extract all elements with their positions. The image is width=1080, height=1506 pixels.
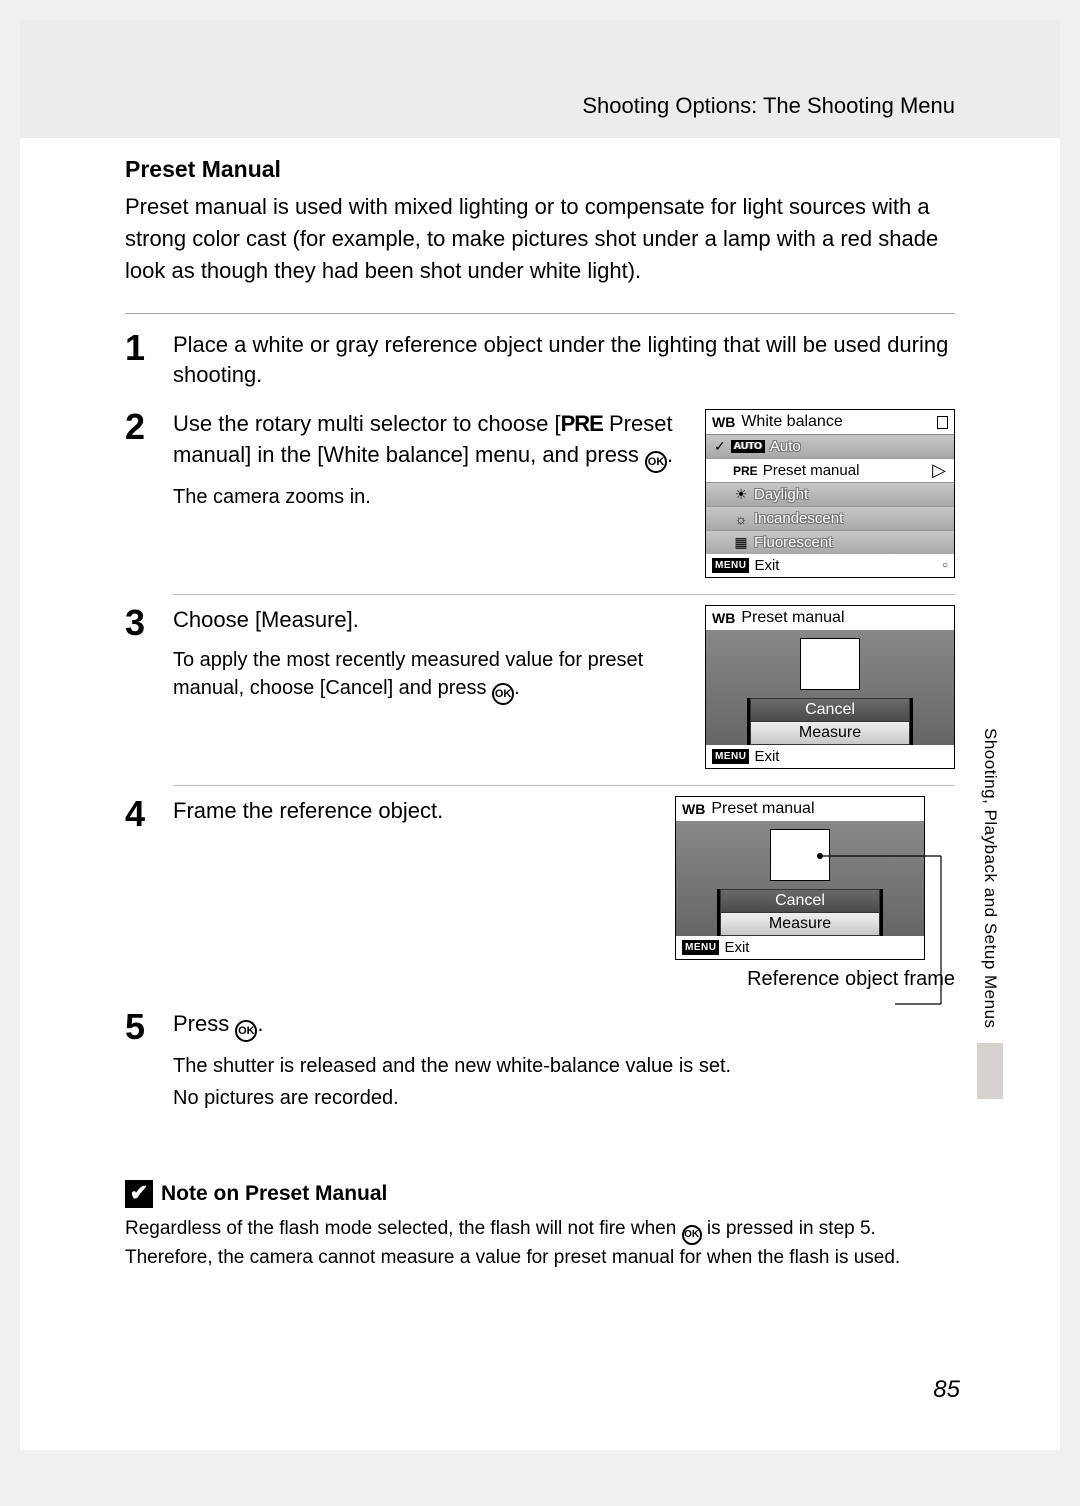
section-title: Preset Manual: [125, 156, 955, 183]
note-title-row: ✔ Note on Preset Manual: [125, 1180, 955, 1208]
wb-row-auto[interactable]: ✓ AUTO Auto: [706, 434, 954, 458]
step-number: 1: [125, 330, 155, 366]
step-4-heading: Frame the reference object.: [173, 796, 655, 827]
step-number: 2: [125, 409, 155, 445]
lcd-title: White balance: [741, 413, 842, 431]
step-1: 1 Place a white or gray reference object…: [125, 320, 955, 400]
step-5-heading: Press OK.: [173, 1009, 955, 1042]
lcd-title: Preset manual: [741, 609, 844, 627]
step-5: 5 Press OK. The shutter is released and …: [125, 999, 955, 1120]
chevron-right-icon: ▷: [932, 460, 946, 481]
step-2-text-pre: Use the rotary multi selector to choose …: [173, 411, 561, 436]
step-3-sub-pre: To apply the most recently measured valu…: [173, 649, 643, 699]
step-4: 4 Frame the reference object. WB Preset …: [125, 786, 955, 999]
note-section: ✔ Note on Preset Manual Regardless of th…: [125, 1180, 955, 1272]
step-number: 5: [125, 1009, 155, 1045]
note-title: Note on Preset Manual: [161, 1182, 387, 1206]
wb-row-daylight[interactable]: ☀ Daylight: [706, 482, 954, 506]
cancel-button[interactable]: Cancel: [750, 698, 910, 722]
wb-daylight-label: Daylight: [754, 486, 808, 503]
lcd-with-callout: WB Preset manual Cancel Measure: [675, 796, 955, 991]
lcd-title: Preset manual: [711, 800, 814, 818]
ok-button-icon: OK: [492, 683, 514, 705]
lcd-header: WB Preset manual: [676, 797, 924, 821]
lcd-preset-manual-frame: WB Preset manual Cancel Measure: [675, 796, 925, 960]
page-number: 85: [933, 1376, 960, 1404]
menu-badge-icon: MENU: [712, 558, 749, 573]
page-content: Preset Manual Preset manual is used with…: [20, 138, 1060, 1272]
wb-row-incandescent[interactable]: ☼ Incandescent: [706, 506, 954, 530]
step-5-sub2: No pictures are recorded.: [173, 1084, 955, 1112]
menu-badge-icon: MENU: [712, 749, 749, 764]
wb-icon: WB: [712, 610, 735, 626]
reference-frame-caption: Reference object frame: [675, 968, 955, 991]
button-group: Cancel Measure: [717, 889, 883, 936]
lcd-body: Cancel Measure: [676, 821, 924, 936]
fluorescent-icon: ▦: [733, 534, 749, 551]
wb-fluorescent-label: Fluorescent: [754, 534, 832, 551]
lcd-preset-manual-measure: WB Preset manual Cancel Measure MENU: [705, 605, 955, 769]
memory-icon: [937, 416, 948, 429]
exit-label: Exit: [754, 748, 779, 765]
ok-button-icon: OK: [682, 1225, 702, 1245]
cancel-button[interactable]: Cancel: [720, 889, 880, 913]
lcd-white-balance: WB White balance ✓ AUTO Auto PRE P: [705, 409, 955, 578]
wb-row-fluorescent[interactable]: ▦ Fluorescent: [706, 530, 954, 554]
wb-row-preset[interactable]: PRE Preset manual ▷: [706, 458, 954, 482]
measure-button[interactable]: Measure: [750, 722, 910, 745]
wb-incandescent-label: Incandescent: [754, 510, 843, 527]
lcd-footer: MENU Exit: [706, 745, 954, 768]
note-text-pre: Regardless of the flash mode selected, t…: [125, 1218, 682, 1239]
breadcrumb: Shooting Options: The Shooting Menu: [582, 93, 955, 119]
step-2-sub: The camera zooms in.: [173, 483, 685, 511]
step-2-text-post: .: [667, 442, 673, 467]
lcd-header: WB White balance: [706, 410, 954, 434]
check-icon: ✓: [714, 438, 726, 455]
note-text: Regardless of the flash mode selected, t…: [125, 1216, 955, 1272]
step-number: 3: [125, 605, 155, 641]
step-2-heading: Use the rotary multi selector to choose …: [173, 409, 685, 473]
exit-label: Exit: [724, 939, 749, 956]
lcd-header: WB Preset manual: [706, 606, 954, 630]
measure-button[interactable]: Measure: [720, 913, 880, 936]
wb-icon: WB: [712, 414, 735, 430]
pre-icon: PRE: [733, 464, 758, 478]
divider: [125, 313, 955, 314]
step-1-heading: Place a white or gray reference object u…: [173, 330, 955, 392]
auto-badge-icon: AUTO: [731, 440, 765, 453]
wb-icon: WB: [682, 801, 705, 817]
step-5-text-post: .: [257, 1011, 263, 1036]
lcd-footer: MENU Exit ○: [706, 554, 954, 577]
step-3-sub-post: .: [514, 677, 520, 699]
step-2: 2 Use the rotary multi selector to choos…: [125, 399, 955, 586]
page-header-bar: Shooting Options: The Shooting Menu: [20, 20, 1060, 138]
manual-page: Shooting Options: The Shooting Menu Pres…: [20, 20, 1060, 1450]
exit-label: Exit: [754, 557, 779, 574]
ok-button-icon: OK: [645, 451, 667, 473]
side-tab-marker: [977, 1043, 1003, 1099]
intro-paragraph: Preset manual is used with mixed lightin…: [125, 191, 955, 287]
ok-button-icon: OK: [235, 1020, 257, 1042]
pre-icon: PRE: [561, 411, 603, 436]
step-3-heading: Choose [Measure].: [173, 605, 685, 636]
reference-frame: [800, 638, 860, 690]
lcd-body: Cancel Measure: [706, 630, 954, 745]
side-tab: Shooting, Playback and Setup Menus: [940, 728, 1040, 1099]
sun-icon: ☀: [733, 486, 749, 503]
scroll-indicator-icon: ○: [942, 560, 948, 571]
step-5-text-pre: Press: [173, 1011, 235, 1036]
side-tab-label: Shooting, Playback and Setup Menus: [980, 728, 1000, 1029]
note-check-icon: ✔: [125, 1180, 153, 1208]
button-group: Cancel Measure: [747, 698, 913, 745]
reference-frame: [770, 829, 830, 881]
step-number: 4: [125, 796, 155, 832]
menu-badge-icon: MENU: [682, 940, 719, 955]
step-3-sub: To apply the most recently measured valu…: [173, 646, 685, 705]
step-5-sub1: The shutter is released and the new whit…: [173, 1052, 955, 1080]
lcd-footer: MENU Exit: [676, 936, 924, 959]
wb-preset-label: Preset manual: [763, 462, 860, 479]
wb-auto-label: Auto: [770, 438, 801, 455]
step-3: 3 Choose [Measure]. To apply the most re…: [125, 595, 955, 777]
bulb-icon: ☼: [733, 511, 749, 527]
